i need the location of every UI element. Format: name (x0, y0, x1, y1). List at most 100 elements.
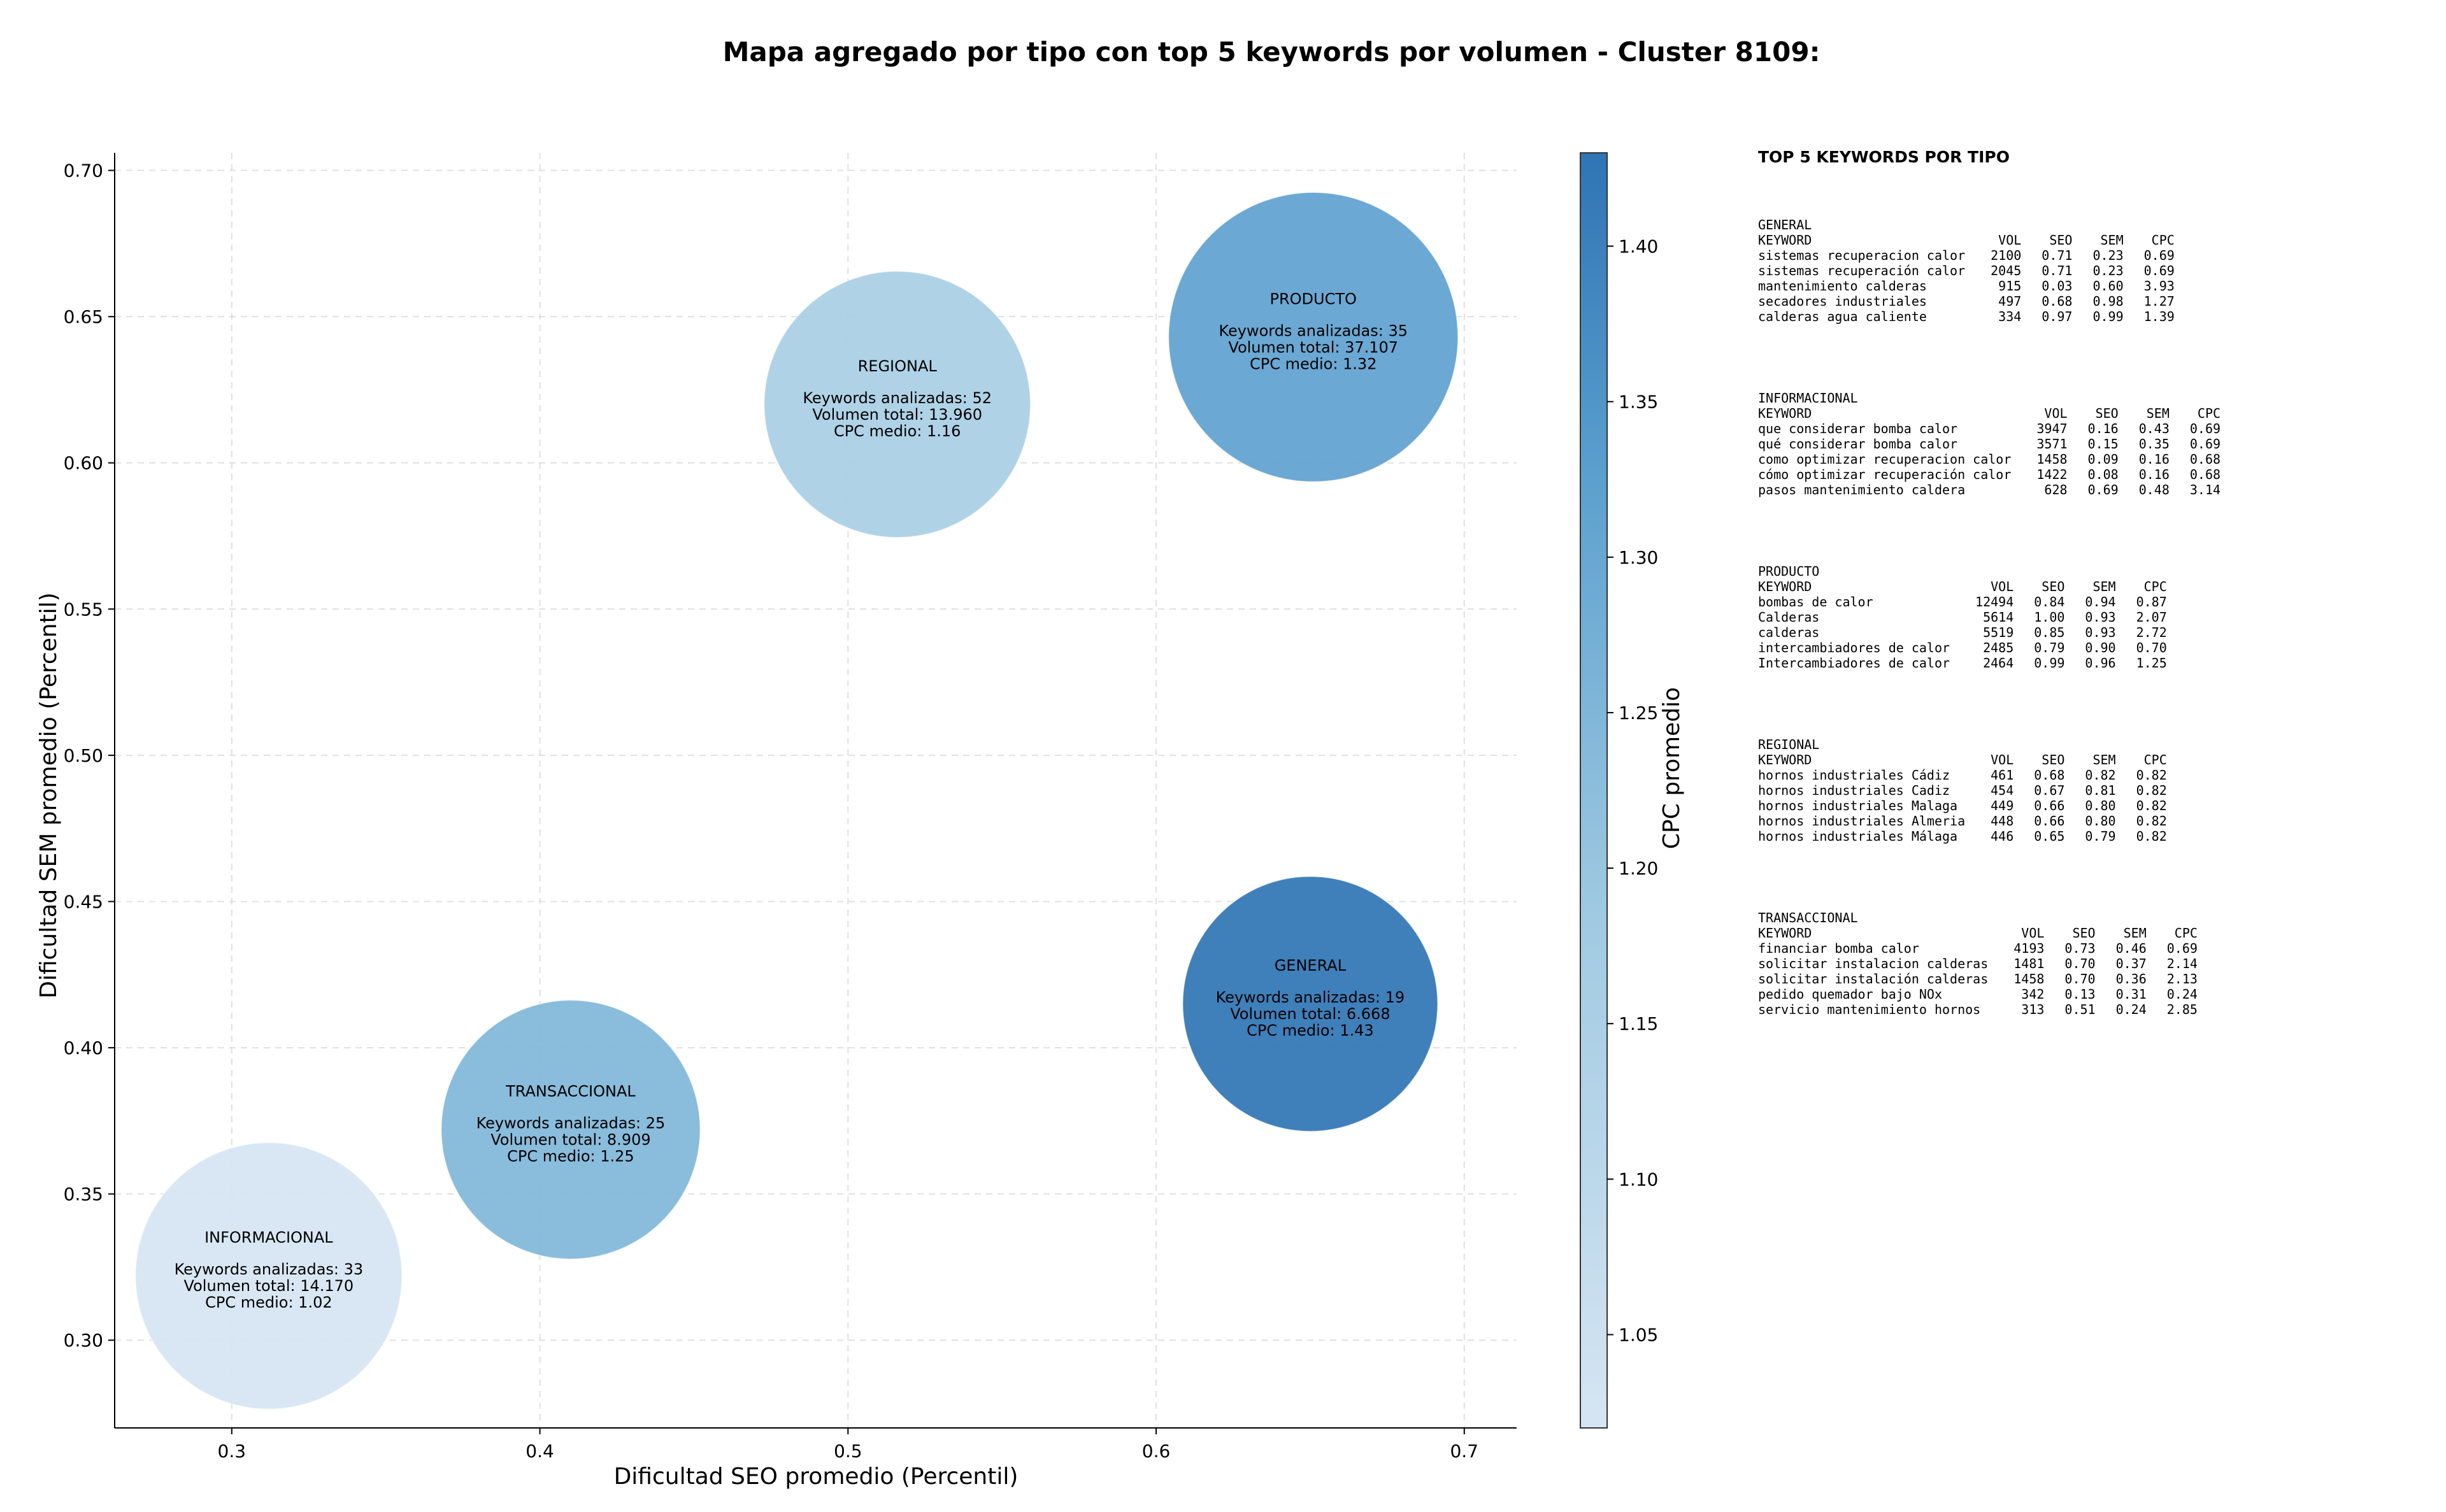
keyword-group-regional: REGIONAL KEYWORD VOL SEO SEM CPC hornos indust… (1758, 737, 2421, 844)
bubble-informacional: INFORMACIONAL Keywords analizadas: 33Volu… (135, 1142, 403, 1410)
cell-seo: 0.67 (2034, 783, 2065, 798)
keyword-group-general: GENERAL KEYWORD VOL SEO SEM CPC sistemas recup… (1758, 217, 2421, 324)
bubble-keywords-label: Keywords analizadas: 19 (1216, 988, 1405, 1006)
table-row: cómo optimizar recuperación calor 1422 0.0… (1758, 467, 2221, 482)
table-row: mantenimiento calderas 915 0.03 0.60 3.93 (1758, 278, 2175, 294)
cell-keyword: hornos industriales Malaga (1758, 798, 1958, 813)
cell-seo: 0.85 (2034, 625, 2065, 640)
cell-cpc: 2.72 (2136, 625, 2167, 640)
bubble-cpc-label: CPC medio: 1.02 (205, 1294, 333, 1311)
cell-keyword: mantenimiento calderas (1758, 278, 1927, 294)
keyword-group-informacional: INFORMACIONAL KEYWORD VOL SEO SEM CPC que cons… (1758, 390, 2421, 497)
table-row: solicitar instalación calderas 1458 0.70 0.… (1758, 971, 2198, 987)
cell-vol: 5614 (1983, 610, 2014, 625)
colorbar-tick-label: 1.10 (1619, 1169, 1658, 1190)
cell-sem: 0.98 (2092, 294, 2124, 309)
cell-cpc: 0.68 (2189, 452, 2221, 467)
cell-keyword: pasos mantenimiento caldera (1758, 482, 1966, 497)
cell-keyword: sistemas recuperación calor (1758, 263, 1966, 278)
column-header-vol: VOL (2021, 925, 2045, 941)
cell-cpc: 0.68 (2189, 467, 2221, 482)
cell-cpc: 3.93 (2143, 278, 2175, 294)
cell-sem: 0.16 (2138, 467, 2170, 482)
cell-sem: 0.96 (2085, 655, 2116, 671)
table-header-row: KEYWORD VOL SEO SEM CPC (1758, 752, 2167, 767)
cell-seo: 0.70 (2064, 956, 2096, 971)
bubble-keywords-label: Keywords analizadas: 33 (175, 1260, 364, 1278)
colorbar-gradient (1580, 152, 1608, 1429)
cell-vol: 12494 (1975, 594, 2014, 610)
keyword-table: KEYWORD VOL SEO SEM CPC que considerar bomba … (1758, 406, 2221, 497)
cell-seo: 0.69 (2087, 482, 2119, 497)
cell-keyword: cómo optimizar recuperación calor (1758, 467, 2012, 482)
cell-seo: 0.13 (2064, 987, 2096, 1002)
cell-vol: 3947 (2036, 421, 2068, 436)
cell-seo: 0.70 (2064, 971, 2096, 987)
y-tick-label: 0.35 (64, 1184, 103, 1205)
table-row: secadores industriales 497 0.68 0.98 1.27 (1758, 294, 2175, 309)
cell-seo: 0.97 (2042, 309, 2073, 324)
cell-vol: 1458 (2036, 452, 2068, 467)
cell-cpc: 2.14 (2166, 956, 2198, 971)
bubble-type-label: PRODUCTO (1270, 290, 1357, 308)
colorbar-tick-label: 1.35 (1619, 392, 1658, 413)
table-row: financiar bomba calor 4193 0.73 0.46 0.69 (1758, 941, 2198, 956)
column-header-keyword: KEYWORD (1758, 232, 1812, 248)
cell-sem: 0.23 (2092, 248, 2124, 263)
cell-sem: 0.23 (2092, 263, 2124, 278)
colorbar-label: CPC promedio (1659, 687, 1685, 849)
cell-cpc: 0.82 (2136, 767, 2167, 783)
cell-seo: 1.00 (2034, 610, 2065, 625)
cell-keyword: hornos industriales Almeria (1758, 813, 1966, 829)
cell-vol: 5519 (1983, 625, 2014, 640)
table-row: servicio mantenimiento hornos 313 0.51 0.24… (1758, 1002, 2198, 1017)
table-row: Intercambiadores de calor 2464 0.99 0.96 1.2… (1758, 655, 2167, 671)
cell-cpc: 0.69 (2143, 263, 2175, 278)
cell-cpc: 0.69 (2189, 436, 2221, 452)
bubble-cpc-label: CPC medio: 1.25 (507, 1148, 634, 1166)
cell-keyword: secadores industriales (1758, 294, 1927, 309)
column-header-seo: SEO (2095, 406, 2119, 421)
table-row: hornos industriales Cádiz 461 0.68 0.82 0.82 (1758, 767, 2167, 783)
colorbar-tick-label: 1.25 (1619, 703, 1658, 724)
cell-keyword: solicitar instalacion calderas (1758, 956, 1989, 971)
cell-seo: 0.71 (2042, 248, 2073, 263)
colorbar-tick-label: 1.30 (1619, 547, 1658, 568)
cell-seo: 0.66 (2034, 798, 2065, 813)
table-header-row: KEYWORD VOL SEO SEM CPC (1758, 232, 2175, 248)
cell-keyword: qué considerar bomba calor (1758, 436, 1958, 452)
cell-sem: 0.46 (2115, 941, 2147, 956)
colorbar-tick-label: 1.05 (1619, 1325, 1658, 1346)
group-name: GENERAL (1758, 217, 1812, 232)
cell-seo: 0.03 (2042, 278, 2073, 294)
cell-sem: 0.93 (2085, 610, 2116, 625)
cell-sem: 0.99 (2092, 309, 2124, 324)
cell-cpc: 0.70 (2136, 640, 2167, 655)
bubble-circle (1168, 192, 1459, 483)
cell-vol: 915 (1998, 278, 2022, 294)
bubble-volume-label: Volumen total: 13.960 (812, 406, 982, 424)
bubble-circle (764, 271, 1031, 538)
cell-sem: 0.60 (2092, 278, 2124, 294)
column-header-vol: VOL (1998, 232, 2022, 248)
panel-title: TOP 5 KEYWORDS POR TIPO (1758, 148, 2010, 166)
cell-seo: 0.79 (2034, 640, 2065, 655)
y-tick-label: 0.40 (64, 1038, 103, 1059)
x-tick-label: 0.3 (218, 1441, 247, 1462)
cell-vol: 334 (1998, 309, 2022, 324)
cell-keyword: financiar bomba calor (1758, 941, 1919, 956)
table-row: bombas de calor 12494 0.84 0.94 0.87 (1758, 594, 2167, 610)
bubble-type-label: GENERAL (1275, 957, 1347, 974)
cell-cpc: 1.39 (2143, 309, 2175, 324)
x-tick-label: 0.4 (526, 1441, 554, 1462)
cell-keyword: pedido quemador bajo NOx (1758, 987, 1942, 1002)
column-header-keyword: KEYWORD (1758, 579, 1812, 594)
column-header-sem: SEM (2100, 232, 2124, 248)
cell-sem: 0.35 (2138, 436, 2170, 452)
cell-cpc: 0.24 (2166, 987, 2198, 1002)
cell-vol: 1422 (2036, 467, 2068, 482)
